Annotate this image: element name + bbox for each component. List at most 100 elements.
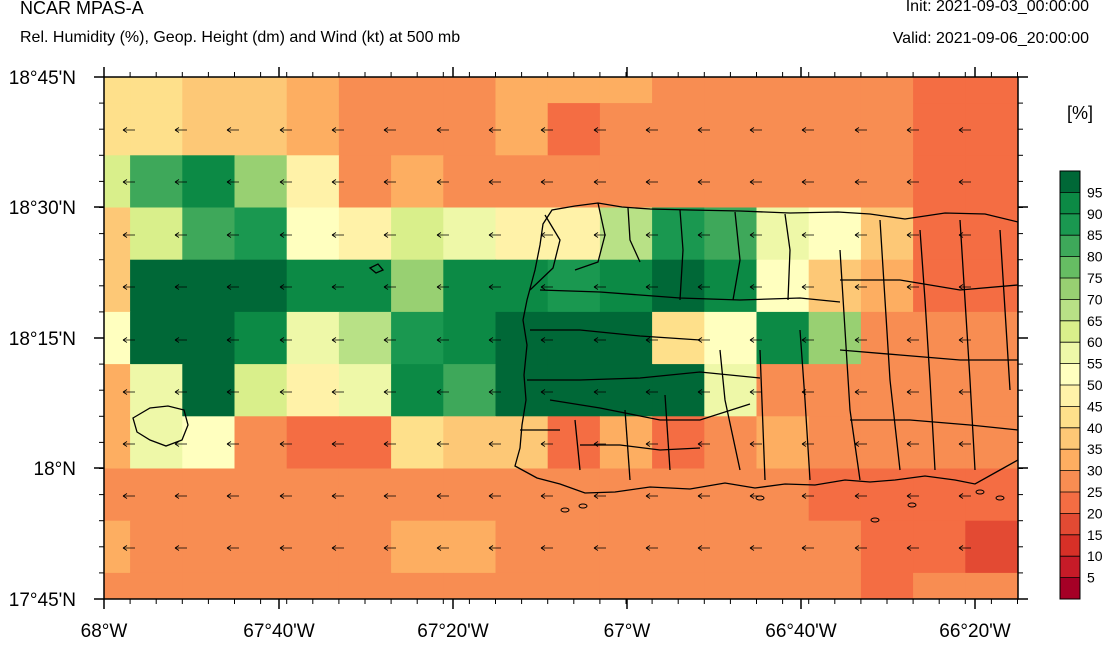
wind-arrow <box>958 389 971 395</box>
rh-cell <box>104 520 131 574</box>
wind-arrow <box>226 545 239 551</box>
wind-arrow <box>801 284 814 290</box>
rh-cell <box>443 520 497 574</box>
rh-cell <box>338 572 392 599</box>
rh-cell <box>547 416 601 470</box>
colorbar-label: 65 <box>1087 313 1103 329</box>
wind-arrow <box>540 493 553 499</box>
rh-cell <box>704 77 758 104</box>
wind-arrow <box>279 179 292 185</box>
wind-arrow <box>331 179 344 185</box>
wind-arrow <box>593 545 606 551</box>
rh-cell <box>808 259 862 313</box>
rh-cell <box>130 103 183 156</box>
wind-arrow <box>436 389 449 395</box>
lon-label: 67°40'W <box>243 621 314 642</box>
colorbar-label: 55 <box>1087 356 1103 372</box>
rh-cell <box>547 259 601 313</box>
wind-arrow <box>122 441 135 447</box>
rh-cell <box>182 155 236 209</box>
rh-cell <box>547 77 601 104</box>
wind-arrow <box>540 545 553 551</box>
rh-cell <box>286 468 340 522</box>
desecheo-island-outline <box>368 263 385 274</box>
rh-cell <box>913 572 966 599</box>
rh-cell <box>704 207 758 261</box>
rh-cell <box>652 155 705 209</box>
rh-cell <box>338 155 392 209</box>
rh-cell <box>234 520 288 574</box>
wind-arrow <box>958 127 971 133</box>
colorbar-swatch <box>1060 235 1080 257</box>
wind-arrow <box>906 232 919 238</box>
rh-cell <box>599 468 653 522</box>
wind-arrow <box>749 545 762 551</box>
wind-arrow <box>697 127 710 133</box>
wind-arrow <box>436 232 449 238</box>
wind-arrow <box>383 127 396 133</box>
wind-arrow <box>801 441 814 447</box>
rh-cell <box>182 364 236 417</box>
rh-cell <box>286 103 340 156</box>
wind-arrow <box>331 337 344 343</box>
municipality-boundary <box>529 214 561 291</box>
lon-label: 66°20'W <box>939 621 1010 642</box>
wind-arrow <box>906 545 919 551</box>
rh-cell <box>234 364 288 417</box>
rh-cell <box>547 311 601 365</box>
wind-arrow <box>854 545 867 551</box>
rh-cell <box>391 520 444 574</box>
wind-arrow <box>226 127 239 133</box>
wind-arrow <box>436 441 449 447</box>
rh-cell <box>599 207 653 261</box>
municipality-boundary <box>999 229 1011 391</box>
wind-arrow <box>540 179 553 185</box>
rh-cell <box>495 572 549 599</box>
wind-arrow <box>122 545 135 551</box>
municipality-boundary <box>719 349 741 471</box>
rh-cell <box>443 207 497 261</box>
rh-grid <box>104 77 1018 599</box>
rh-cell <box>860 103 914 156</box>
rh-cell <box>286 155 340 209</box>
rh-cell <box>182 520 236 574</box>
rh-cell <box>234 103 288 156</box>
wind-arrow <box>174 493 187 499</box>
colorbar-label: 35 <box>1087 441 1103 457</box>
colorbar-swatch <box>1060 320 1080 343</box>
wind-arrow <box>593 389 606 395</box>
wind-arrow <box>488 232 501 238</box>
municipality-boundary <box>539 289 841 303</box>
map-subtitle: Rel. Humidity (%), Geop. Height (dm) and… <box>20 29 461 46</box>
wind-arrow <box>226 389 239 395</box>
rh-cell <box>182 311 236 365</box>
colorbar-label: 90 <box>1087 206 1103 222</box>
wind-arrow <box>645 232 658 238</box>
wind-arrow <box>226 232 239 238</box>
rh-cell <box>182 259 236 313</box>
wind-arrow <box>488 284 501 290</box>
wind-arrow <box>331 284 344 290</box>
wind-arrow <box>279 127 292 133</box>
rh-cell <box>756 103 810 156</box>
rh-cell <box>338 468 392 522</box>
colorbar-label: 75 <box>1087 270 1103 286</box>
wind-arrow <box>645 179 658 185</box>
rh-cell <box>130 468 183 522</box>
rh-cell <box>130 572 183 599</box>
municipality-boundary <box>574 419 581 471</box>
wind-arrow <box>383 389 396 395</box>
wind-arrow <box>645 545 658 551</box>
municipality-boundary <box>839 349 1018 361</box>
colorbar-label: 25 <box>1087 484 1103 500</box>
wind-arrow <box>331 232 344 238</box>
lon-label: 68°W <box>81 621 128 642</box>
rh-cell <box>182 207 236 261</box>
wind-arrow <box>697 284 710 290</box>
wind-arrow <box>801 337 814 343</box>
wind-arrow <box>279 337 292 343</box>
wind-arrow <box>854 389 867 395</box>
rh-cell <box>860 520 914 574</box>
rh-cell <box>860 77 914 104</box>
